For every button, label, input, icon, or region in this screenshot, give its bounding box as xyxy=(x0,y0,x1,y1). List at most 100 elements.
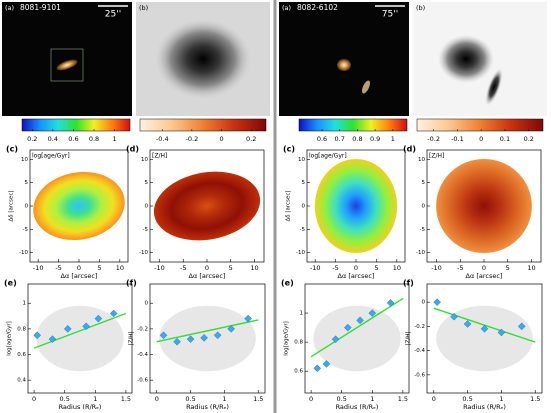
plot-frame xyxy=(304,283,410,394)
x-tick-label: 0.2 xyxy=(246,135,256,143)
x-tick-label: -5 xyxy=(332,264,338,272)
y-tick-label: -10 xyxy=(296,250,305,256)
companion xyxy=(361,80,371,94)
plot-frame xyxy=(149,283,266,394)
binned-point xyxy=(63,325,72,333)
y-tick-label: -0.6 xyxy=(414,372,425,378)
x-tick-label: 5 xyxy=(97,264,101,272)
y-axis-label: log[age/Gyr] xyxy=(284,321,290,356)
x-tick-label: 0.4 xyxy=(48,135,58,143)
galaxy-id: 8082-6102 xyxy=(297,3,338,12)
y-tick-label: 0 xyxy=(145,301,149,307)
y-tick-label: 5 xyxy=(302,180,306,186)
panel-label: (f) xyxy=(403,279,414,288)
y-tick-label: -0.2 xyxy=(414,324,425,330)
x-tick-label: 1 xyxy=(113,135,117,143)
y-tick-label: -5 xyxy=(23,227,29,233)
x-tick-label: 0.8 xyxy=(89,135,99,143)
scale-label: 75'' xyxy=(382,10,398,20)
binned-point xyxy=(213,331,222,340)
x-axis-label: Radius (R/Rₑ) xyxy=(59,403,102,411)
y-tick-label: 0 xyxy=(422,204,426,210)
y-tick-label: 0.6 xyxy=(294,369,303,375)
y-tick-label: 5 xyxy=(145,180,149,186)
x-tick-label: 0.1 xyxy=(500,135,510,143)
map-region xyxy=(153,171,261,241)
binned-point xyxy=(480,325,489,333)
y-tick-label: -0.4 xyxy=(414,348,425,354)
data-cloud xyxy=(313,305,401,372)
binned-point xyxy=(33,331,41,340)
x-tick-label: 5 xyxy=(229,264,233,272)
y-tick-label: 0.6 xyxy=(17,352,26,358)
panel-label: (c) xyxy=(283,145,295,154)
binned-point xyxy=(322,360,331,368)
image-panel xyxy=(2,2,132,116)
y-tick-label: -5 xyxy=(420,227,426,233)
x-tick-label: 0 xyxy=(482,264,486,272)
x-tick-label: 1 xyxy=(499,395,503,403)
y-tick-label: 1 xyxy=(300,311,304,317)
map-title: log[age/Gyr] xyxy=(32,153,70,160)
x-axis-label: Δα [arcsec] xyxy=(61,272,98,280)
binned-point xyxy=(82,322,90,331)
binned-point xyxy=(517,322,526,331)
binned-point xyxy=(450,312,458,321)
x-tick-label: 0.5 xyxy=(60,395,70,403)
galaxy-id: 8081-9101 xyxy=(20,3,61,12)
map-region xyxy=(314,158,398,254)
x-tick-label: 0 xyxy=(77,264,81,272)
data-cloud xyxy=(436,305,533,372)
binned-point xyxy=(186,335,195,343)
x-tick-label: 0.7 xyxy=(335,135,345,143)
x-tick-label: 0 xyxy=(432,395,436,403)
panel-label: (e) xyxy=(4,279,17,288)
x-tick-label: 0 xyxy=(205,264,209,272)
colorbar xyxy=(416,118,544,132)
y-tick-label: 0.8 xyxy=(294,340,303,346)
fit-line xyxy=(33,312,127,349)
x-tick-label: 0.2 xyxy=(27,135,37,143)
fit-line xyxy=(310,297,404,358)
map-region xyxy=(33,171,125,241)
x-tick-label: -10 xyxy=(154,264,165,272)
x-axis-label: Radius (R/Rₑ) xyxy=(186,403,229,411)
panel-label: (f) xyxy=(126,279,137,288)
x-axis-label: Radius (R/Rₑ) xyxy=(336,403,379,411)
y-tick-label: 5 xyxy=(25,180,29,186)
binned-point xyxy=(386,299,395,307)
x-tick-label: 0 xyxy=(219,135,223,143)
y-tick-label: -10 xyxy=(19,250,28,256)
panel-label: (a) xyxy=(5,4,14,12)
x-tick-label: -10 xyxy=(33,264,44,272)
y-tick-label: -10 xyxy=(139,250,148,256)
x-axis-label: Δα [arcsec] xyxy=(189,272,226,280)
y-tick-label: 0 xyxy=(422,300,426,306)
binned-point xyxy=(313,364,322,373)
x-tick-label: 0.8 xyxy=(352,135,362,143)
y-tick-label: 0.4 xyxy=(17,378,26,384)
binned-point xyxy=(433,298,441,306)
x-tick-label: 0.5 xyxy=(462,395,472,403)
x-tick-label: 1.5 xyxy=(530,395,540,403)
y-tick-label: -5 xyxy=(143,227,149,233)
x-axis-label: Δα [arcsec] xyxy=(466,272,503,280)
y-tick-label: -0.2 xyxy=(137,326,148,332)
y-tick-label: 10 xyxy=(141,157,148,163)
y-axis-label: [Z/H] xyxy=(129,331,135,345)
binned-point xyxy=(227,325,235,333)
x-tick-label: 0 xyxy=(32,395,36,403)
binned-point xyxy=(94,314,103,323)
y-tick-label: 0 xyxy=(25,204,29,210)
map-title: log[age/Gyr] xyxy=(309,153,347,160)
x-tick-label: -5 xyxy=(55,264,61,272)
x-tick-label: 0.5 xyxy=(185,395,195,403)
panel-label: (b) xyxy=(416,4,425,12)
y-axis-label: Δδ [arcsec] xyxy=(286,191,292,222)
colorbar xyxy=(21,118,131,132)
y-tick-label: -0.6 xyxy=(137,378,148,384)
binned-point xyxy=(48,335,57,343)
x-tick-label: 0 xyxy=(155,395,159,403)
binned-point xyxy=(356,316,364,325)
